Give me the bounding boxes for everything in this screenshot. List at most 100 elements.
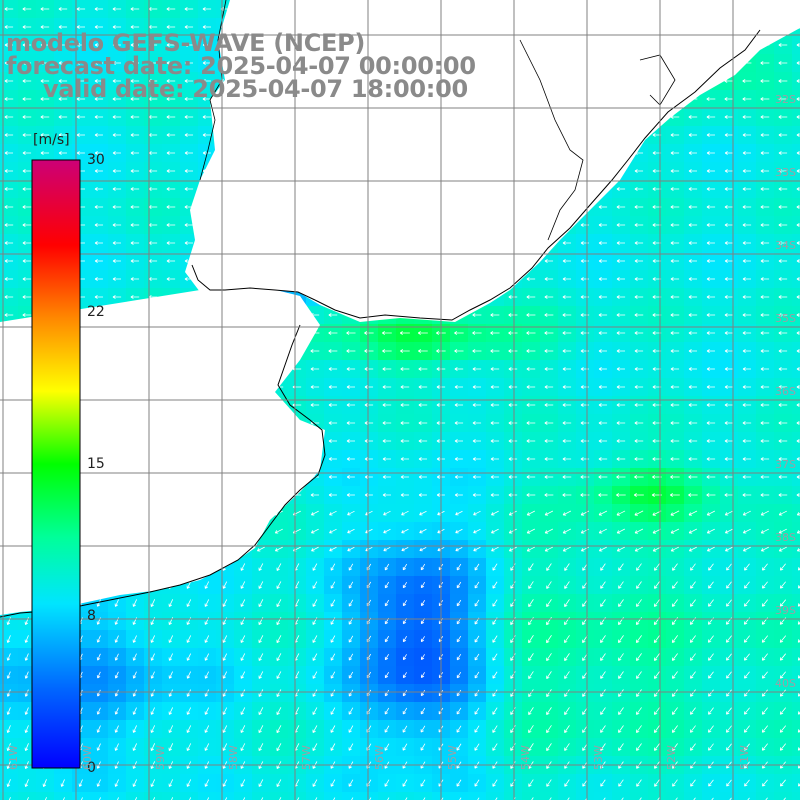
wind-arrow	[779, 653, 787, 661]
wind-arrow	[402, 654, 407, 661]
wind-arrow	[546, 671, 552, 679]
wind-arrow	[671, 707, 678, 715]
wind-arrow	[744, 779, 750, 787]
wind-arrow	[546, 725, 552, 734]
wind-arrow	[4, 43, 14, 47]
wind-arrow	[564, 725, 570, 733]
wind-cell	[216, 792, 234, 800]
wind-arrow	[600, 581, 606, 589]
wind-arrow	[688, 475, 698, 479]
wind-arrow	[778, 223, 788, 227]
wind-arrow	[132, 653, 137, 661]
wind-arrow	[600, 779, 606, 787]
wind-arrow	[690, 779, 696, 787]
wind-arrow	[346, 439, 355, 443]
wind-arrow	[22, 43, 32, 47]
wind-arrow	[402, 563, 408, 571]
wind-arrow	[184, 43, 193, 47]
wind-cell	[576, 792, 594, 800]
wind-arrow	[132, 671, 137, 679]
wind-arrow	[474, 635, 480, 643]
wind-arrow	[580, 349, 590, 353]
wind-arrow	[58, 61, 68, 65]
wind-arrow	[725, 546, 733, 552]
wind-arrow	[474, 599, 480, 607]
wind-cell	[162, 792, 180, 800]
wind-arrow	[528, 599, 534, 607]
wind-arrow	[670, 313, 680, 317]
wind-arrow	[760, 510, 769, 516]
wind-arrow	[688, 403, 698, 407]
wind-arrow	[477, 797, 480, 800]
wind-arrow	[135, 797, 138, 800]
wind-arrow	[564, 671, 570, 679]
wind-arrow	[114, 779, 119, 787]
wind-arrow	[24, 653, 29, 661]
wind-arrow	[796, 367, 800, 371]
wind-cell	[18, 792, 36, 800]
wind-arrow	[474, 743, 480, 751]
wind-arrow	[4, 277, 14, 281]
coastline-atlantic	[314, 29, 761, 321]
wind-arrow	[762, 563, 768, 571]
wind-arrow	[329, 546, 337, 552]
wind-arrow	[112, 25, 122, 29]
wind-cell	[792, 270, 800, 288]
wind-arrow	[546, 581, 552, 589]
wind-arrow	[778, 457, 788, 461]
wind-arrow	[405, 797, 408, 800]
wind-arrow	[688, 439, 698, 443]
wind-arrow	[528, 689, 534, 697]
wind-arrow	[94, 169, 103, 173]
wind-arrow	[708, 743, 714, 751]
wind-arrow	[58, 79, 68, 83]
wind-cell	[486, 792, 504, 800]
wind-arrow	[315, 797, 318, 800]
wind-arrow	[112, 115, 122, 119]
wind-arrow	[240, 725, 246, 733]
wind-arrow	[761, 743, 768, 751]
wind-arrow	[490, 475, 499, 479]
wind-arrow	[546, 707, 552, 716]
wind-arrow	[328, 421, 338, 425]
wind-arrow	[94, 151, 103, 155]
wind-arrow	[166, 115, 176, 119]
wind-arrow	[384, 635, 390, 643]
wind-arrow	[346, 367, 356, 371]
wind-arrow	[688, 385, 698, 389]
wind-arrow	[778, 331, 788, 335]
wind-arrow	[724, 367, 733, 371]
colorbar-tick-30: 30	[87, 152, 105, 168]
wind-arrow	[62, 797, 65, 800]
wind-arrow	[130, 61, 140, 65]
wind-arrow	[24, 743, 29, 752]
wind-arrow	[600, 671, 606, 679]
wind-arrow	[76, 115, 86, 119]
wind-arrow	[726, 743, 732, 751]
wind-arrow	[312, 707, 318, 715]
wind-arrow	[726, 599, 732, 607]
wind-arrow	[562, 546, 571, 552]
wind-arrow	[166, 43, 176, 47]
wind-arrow	[114, 707, 119, 715]
wind-arrow	[348, 653, 354, 661]
wind-arrow	[760, 223, 770, 227]
wind-arrow	[112, 169, 121, 173]
wind-arrow	[150, 743, 156, 751]
wind-arrow	[276, 653, 282, 661]
wind-arrow	[202, 7, 212, 11]
lon-label-60w: 60W	[81, 745, 94, 770]
wind-arrow	[636, 671, 642, 679]
wind-arrow	[742, 151, 751, 155]
wind-arrow	[258, 581, 264, 589]
wind-arrow	[40, 79, 50, 83]
wind-arrow	[690, 743, 696, 751]
wind-arrow	[796, 277, 800, 281]
wind-arrow	[580, 331, 590, 335]
wind-arrow	[711, 797, 714, 800]
wind-arrow	[492, 689, 498, 697]
wind-arrow	[616, 546, 625, 552]
wind-arrow	[472, 331, 482, 335]
wind-arrow	[706, 528, 715, 534]
wind-arrow	[562, 277, 572, 281]
